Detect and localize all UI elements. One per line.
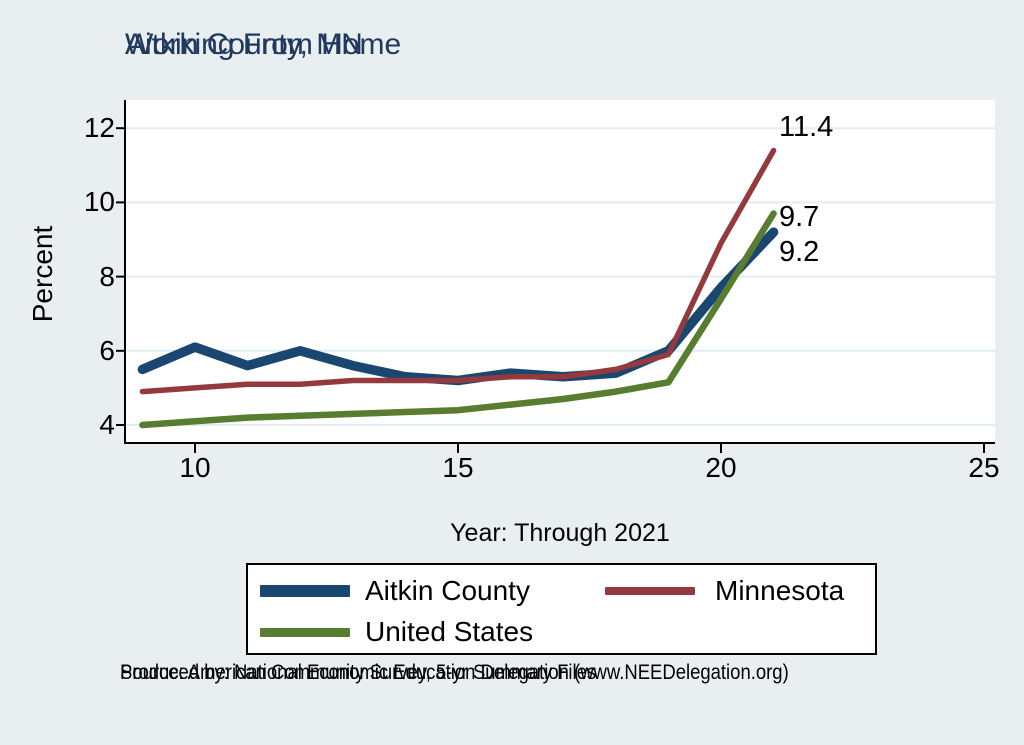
chart-title-line-2: Aitkin County, MN bbox=[125, 28, 363, 61]
x-tick-label: 25 bbox=[968, 452, 1000, 483]
y-tick-label: 6 bbox=[99, 334, 115, 366]
series-line-united-states bbox=[139, 210, 777, 429]
x-axis-title: Year: Through 2021 bbox=[450, 519, 670, 547]
plot-background bbox=[125, 100, 995, 443]
legend-swatch-aitkin-county bbox=[260, 585, 350, 597]
produced-by-note: Produced by: National Economic Education… bbox=[120, 661, 789, 684]
legend-swatch-minnesota bbox=[605, 587, 695, 595]
legend-label-united-states: United States bbox=[365, 616, 534, 647]
y-tick-label: 12 bbox=[83, 112, 115, 144]
x-tick-label: 15 bbox=[442, 452, 474, 483]
series-line-minnesota bbox=[139, 147, 777, 395]
legend-label-aitkin-county: Aitkin County bbox=[365, 575, 530, 606]
end-label-united-states: 9.7 bbox=[779, 200, 820, 233]
chart-title-line-1: Working From Home bbox=[125, 28, 402, 61]
end-label-minnesota: 11.4 bbox=[779, 111, 834, 144]
y-tick-label: 8 bbox=[99, 260, 115, 292]
y-tick-label: 4 bbox=[99, 409, 115, 440]
x-tick-label: 20 bbox=[705, 452, 737, 483]
x-tick-label: 10 bbox=[179, 452, 211, 483]
source-note: Source: American Community Survey, 5-yr … bbox=[120, 661, 597, 684]
legend-label-minnesota: Minnesota bbox=[715, 575, 845, 606]
legend-swatch-united-states bbox=[260, 627, 350, 637]
y-tick-label: 10 bbox=[83, 186, 115, 218]
legend: Aitkin County Minnesota United States bbox=[246, 563, 877, 655]
end-label-aitkin-county: 9.2 bbox=[779, 236, 820, 269]
